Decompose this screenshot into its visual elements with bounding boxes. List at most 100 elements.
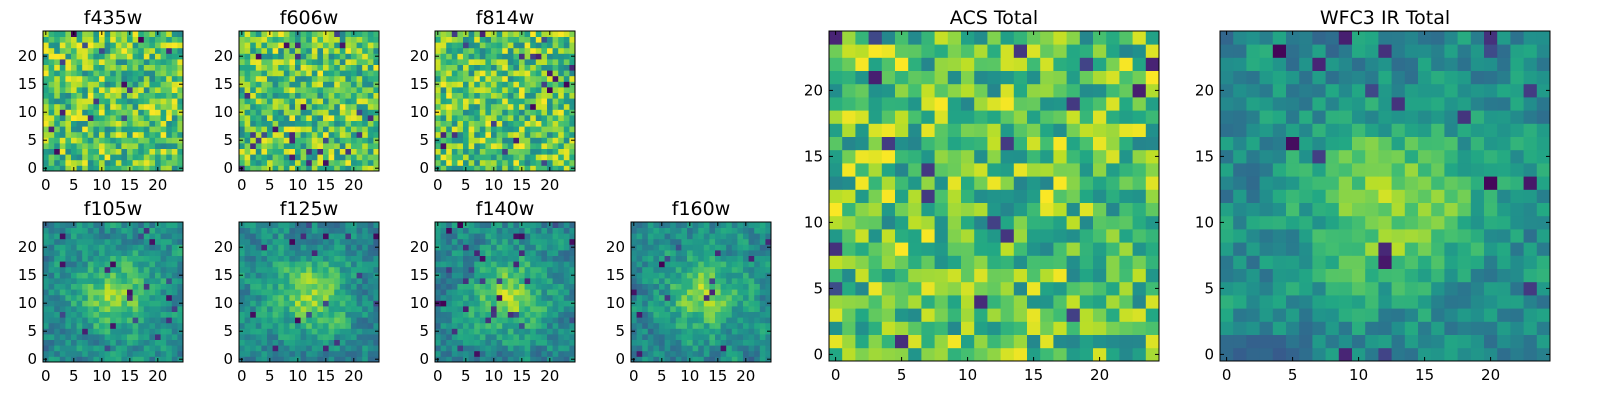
heatmap-cell — [759, 289, 766, 296]
heatmap-cell — [99, 36, 105, 43]
heatmap-cell — [99, 98, 105, 105]
heatmap-cell — [121, 278, 128, 284]
heatmap-cell — [463, 328, 469, 335]
heatmap-cell — [1040, 202, 1054, 217]
heatmap-cell — [446, 53, 453, 60]
heatmap-cell — [754, 322, 761, 329]
heatmap-cell — [829, 215, 843, 230]
heatmap-cell — [479, 42, 486, 49]
heatmap-cell — [121, 103, 128, 110]
heatmap-cell — [289, 70, 296, 77]
heatmap-cell — [513, 87, 520, 93]
heatmap-cell — [99, 92, 105, 99]
heatmap-cell — [143, 120, 150, 127]
heatmap-cell — [177, 255, 184, 262]
heatmap-cell — [54, 159, 61, 166]
heatmap-cell — [446, 339, 453, 346]
heatmap-cell — [552, 53, 559, 60]
heatmap-cell — [127, 103, 133, 110]
heatmap-cell — [255, 159, 262, 166]
heatmap-cell — [513, 222, 520, 228]
heatmap-cell — [110, 159, 117, 166]
heatmap-cell — [895, 321, 909, 335]
heatmap-cell — [367, 143, 374, 149]
heatmap-cell — [306, 42, 313, 49]
heatmap-cell — [115, 75, 122, 82]
heatmap-cell — [110, 317, 117, 324]
heatmap-cell — [468, 311, 475, 318]
heatmap-cell — [881, 321, 896, 335]
heatmap-cell — [317, 317, 324, 324]
heatmap-cell — [345, 311, 352, 318]
heatmap-cell — [138, 154, 145, 161]
heatmap-cell — [278, 109, 285, 116]
heatmap-cell — [1093, 202, 1107, 217]
heatmap-cell — [289, 59, 296, 65]
heatmap-cell — [138, 345, 145, 352]
heatmap-cell — [166, 143, 173, 149]
heatmap-cell — [356, 92, 363, 99]
heatmap-cell — [121, 154, 128, 161]
heatmap-cell — [974, 215, 988, 230]
heatmap-cell — [132, 159, 139, 166]
heatmap-cell — [468, 300, 475, 307]
heatmap-cell — [283, 283, 290, 290]
heatmap-cell — [143, 98, 150, 105]
heatmap-cell — [289, 334, 296, 340]
heatmap-cell — [160, 356, 167, 363]
y-tick-label: 10 — [410, 294, 429, 312]
heatmap-cell — [99, 120, 105, 127]
heatmap-cell — [468, 31, 475, 37]
heatmap-cell — [552, 154, 559, 161]
heatmap-cell — [104, 103, 111, 110]
heatmap-cell — [48, 165, 55, 172]
heatmap-cell — [479, 165, 486, 172]
heatmap-cell — [479, 294, 486, 301]
heatmap-cell — [558, 126, 565, 133]
x-tick-label: 0 — [237, 176, 247, 194]
heatmap-cell — [507, 47, 514, 54]
heatmap-cell — [737, 350, 744, 357]
heatmap-cell — [563, 81, 570, 88]
heatmap-cell — [647, 345, 654, 352]
heatmap-cell — [132, 283, 139, 290]
heatmap-cell — [737, 261, 744, 268]
heatmap-cell — [171, 294, 178, 301]
heatmap-cell — [743, 244, 749, 251]
heatmap-cell — [311, 334, 318, 340]
heatmap-cell — [345, 255, 352, 262]
heatmap-cell — [373, 87, 380, 93]
heatmap-cell — [278, 328, 285, 335]
heatmap-cell — [1066, 321, 1081, 335]
heatmap-cell — [535, 261, 542, 268]
heatmap-cell — [636, 244, 643, 251]
heatmap-cell — [558, 289, 565, 296]
heatmap-cell — [82, 356, 89, 363]
y-tick-label: 15 — [410, 75, 429, 93]
heatmap-cell — [317, 294, 324, 301]
heatmap-cell — [65, 283, 72, 290]
heatmap-cell — [278, 137, 285, 144]
heatmap-cell — [65, 98, 72, 105]
heatmap-cell — [507, 322, 514, 329]
heatmap-cell — [255, 328, 262, 335]
heatmap-cell — [76, 266, 83, 273]
heatmap-cell — [166, 278, 173, 284]
heatmap-cell — [530, 148, 537, 155]
heatmap-cell — [485, 244, 492, 251]
heatmap-cell — [54, 222, 61, 228]
heatmap-cell — [121, 143, 128, 149]
heatmap-cell — [541, 126, 548, 133]
heatmap-cell — [138, 238, 145, 245]
heatmap-cell — [328, 339, 335, 346]
heatmap-cell — [43, 159, 49, 166]
heatmap-cell — [300, 159, 307, 166]
heatmap-cell — [664, 233, 671, 240]
heatmap-cell — [1093, 347, 1107, 362]
heatmap-cell — [250, 272, 257, 279]
heatmap-cell — [48, 31, 55, 37]
heatmap-cell — [457, 356, 464, 363]
heatmap-cell — [435, 154, 441, 161]
heatmap-cell — [569, 306, 576, 312]
heatmap-cell — [642, 227, 649, 234]
